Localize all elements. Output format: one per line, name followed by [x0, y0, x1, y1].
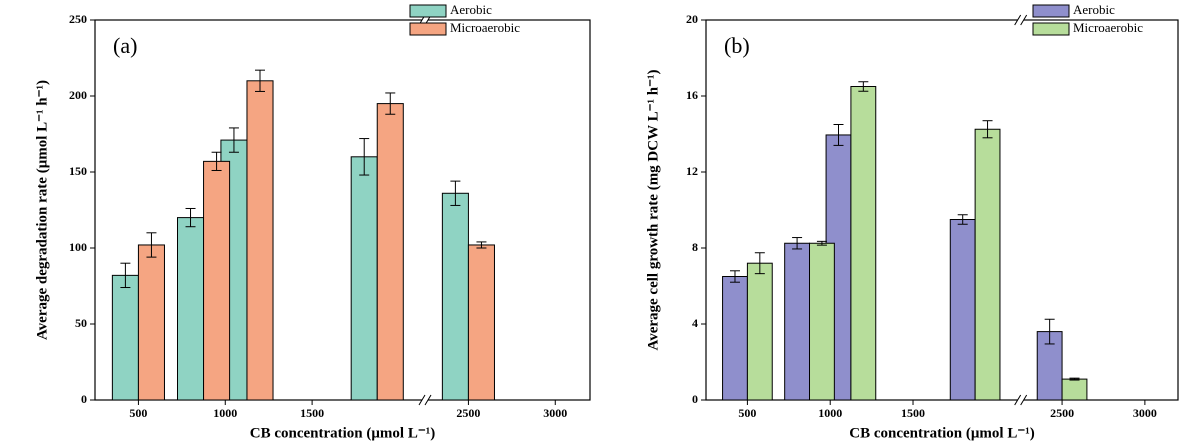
bar	[1061, 378, 1088, 401]
error-bar	[1069, 377, 1080, 381]
y-tick-label: 200	[69, 88, 87, 102]
bar	[949, 219, 976, 401]
panel: 0 4 8 12 16 20 500 1000 1500 2500 3000 Aerobic Micro…	[645, 2, 1179, 441]
error-bar	[957, 214, 968, 225]
error-bar	[211, 151, 222, 171]
panel-label: (a)	[113, 33, 137, 58]
error-bar	[729, 270, 740, 283]
error-bar	[450, 180, 461, 206]
x-tick-label: 1000	[213, 406, 237, 420]
bar	[467, 244, 495, 401]
y-tick-label: 100	[69, 240, 87, 254]
legend-swatch	[409, 4, 447, 18]
bar	[722, 276, 748, 401]
bar	[177, 217, 205, 401]
plot-frame	[705, 19, 1179, 401]
y-tick-label: 0	[81, 392, 87, 406]
error-bar	[228, 127, 239, 153]
axis-break-gap	[422, 398, 428, 402]
bar	[203, 160, 231, 401]
panel: 0 50 100 150 200 250 500 1000 1500 2500 3000 Aerobi…	[34, 2, 591, 441]
x-tick-label: 1000	[818, 406, 842, 420]
bar	[746, 262, 773, 401]
axis-break-mark	[1020, 14, 1028, 26]
error-bar	[982, 120, 993, 139]
error-bar	[792, 237, 803, 250]
axis-break-mark	[1020, 394, 1028, 406]
y-tick-label: 50	[75, 316, 87, 330]
axis-break-mark	[1014, 394, 1022, 406]
error-bar	[816, 240, 827, 246]
y-tick-label: 8	[692, 240, 698, 254]
x-tick-label: 3000	[543, 406, 567, 420]
x-tick-label: 2500	[1050, 406, 1074, 420]
bar	[376, 103, 404, 401]
bar	[246, 80, 274, 401]
x-tick-label: 2500	[456, 406, 480, 420]
bar	[441, 192, 469, 401]
legend-swatch	[1032, 22, 1070, 36]
x-axis-label: CB concentration (μmol L⁻¹)	[849, 425, 1034, 441]
legend-label: Microaerobic	[450, 20, 520, 35]
axis-break-gap	[1017, 18, 1024, 22]
y-tick-label: 150	[69, 164, 87, 178]
bar	[111, 274, 139, 401]
x-tick-label: 500	[129, 406, 147, 420]
y-axis-label: Average cell growth rate (mg DCW L⁻¹ h⁻¹…	[645, 69, 661, 350]
y-tick-label: 0	[692, 392, 698, 406]
bar	[350, 156, 378, 401]
y-tick-label: 250	[69, 12, 87, 26]
x-tick-label: 500	[738, 406, 756, 420]
legend-swatch	[1032, 4, 1070, 18]
x-tick-label: 1500	[300, 406, 324, 420]
plot-frame	[94, 19, 591, 401]
bar	[784, 242, 811, 401]
error-bar	[120, 262, 131, 289]
legend-label: Microaerobic	[1073, 20, 1143, 35]
bar	[850, 86, 877, 401]
x-axis-label: CB concentration (μmol L⁻¹)	[250, 425, 435, 441]
y-tick-label: 4	[692, 316, 698, 330]
error-bar	[476, 241, 487, 249]
y-axis-label: Average degradation rate (μmol L⁻¹ h⁻¹)	[34, 80, 50, 340]
legend-label: Aerobic	[1073, 2, 1115, 17]
y-tick-label: 16	[686, 88, 698, 102]
error-bar	[1044, 318, 1055, 345]
axis-break-gap	[422, 18, 428, 22]
bar	[809, 242, 835, 401]
x-tick-label: 1500	[901, 406, 925, 420]
axis-break-mark	[418, 394, 426, 406]
legend-label: Aerobic	[450, 2, 492, 17]
bar	[137, 244, 165, 401]
y-tick-label: 20	[686, 12, 698, 26]
error-bar	[833, 124, 844, 146]
error-bar	[359, 138, 370, 176]
legend-swatch	[409, 22, 447, 36]
error-bar	[255, 69, 265, 92]
x-tick-label: 3000	[1133, 406, 1157, 420]
error-bar	[754, 252, 765, 275]
y-tick-label: 12	[686, 164, 698, 178]
axis-break-mark	[424, 394, 432, 406]
axis-break-gap	[1017, 398, 1024, 402]
error-bar	[146, 232, 157, 258]
error-bar	[385, 92, 396, 115]
axis-break-mark	[1014, 14, 1022, 26]
panel-label: (b)	[724, 33, 750, 58]
bar	[974, 128, 1001, 401]
error-bar	[185, 207, 196, 228]
error-bar	[858, 81, 869, 92]
